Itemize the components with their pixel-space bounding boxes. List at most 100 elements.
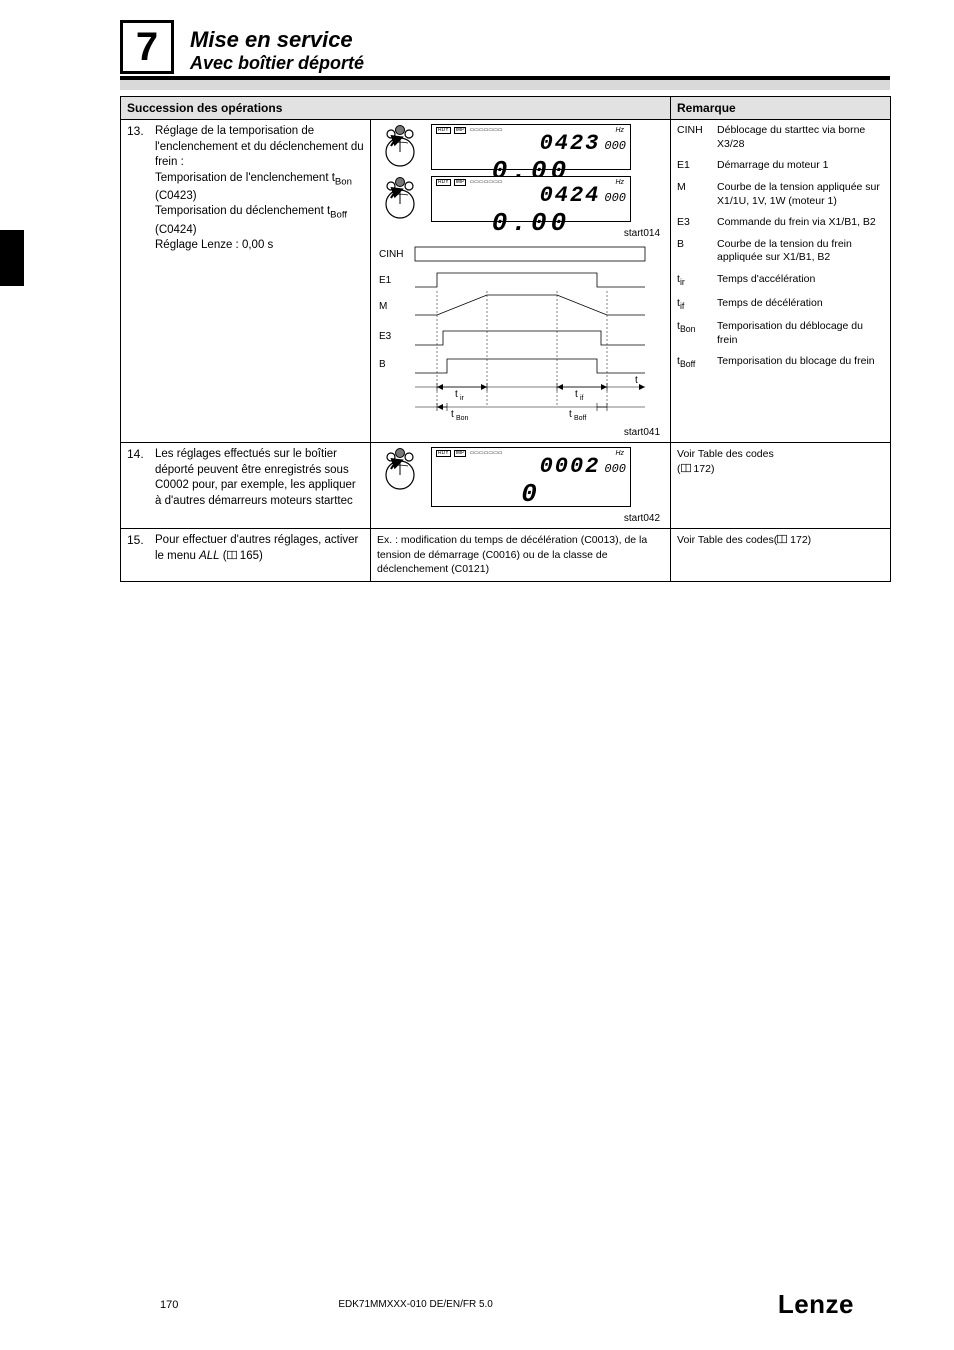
remark-key: E1: [677, 159, 711, 173]
brand-logo: Lenze: [778, 1289, 854, 1320]
page-content: 7 Mise en service Avec boîtier déporté S…: [120, 20, 890, 582]
lcd-sub: 000: [604, 462, 626, 476]
lcd-row: RDYIMP ▭▭▭▭▭▭▭ Hz 0424 000 0.00: [377, 176, 664, 222]
remark-key: CINH: [677, 124, 711, 151]
header-strip: [120, 80, 890, 90]
remark-key: M: [677, 181, 711, 208]
remark-key: tBon: [677, 320, 711, 347]
step-illustration: RDYIMP ▭▭▭▭▭▭▭ Hz 0423 000 0.00: [371, 120, 671, 443]
step-illustration: Ex. : modification du temps de décélérat…: [371, 529, 671, 582]
lcd-sub: 000: [604, 191, 626, 205]
dial-3: [377, 447, 423, 493]
timing-chart: CINH E1 M E3: [377, 245, 664, 425]
step-remarks: CINHDéblocage du starttec via borne X3/2…: [671, 120, 891, 443]
remark-val: Temporisation du déblocage du frein: [717, 320, 884, 347]
step-line: Temporisation de l'enclenchement t: [155, 172, 335, 184]
step-number: 15.: [127, 533, 149, 564]
hz-label: Hz: [615, 179, 624, 186]
remark-line: Voir Table des codes(: [677, 534, 777, 546]
svg-text:t: t: [455, 389, 458, 400]
remark-val: Temps de décélération: [717, 297, 884, 312]
hz-label: Hz: [615, 127, 624, 134]
svg-text:Boff: Boff: [574, 415, 586, 422]
remark-val: Démarrage du moteur 1: [717, 159, 884, 173]
step-text: Pour effectuer d'autres réglages, active…: [155, 533, 364, 564]
subscript: Boff: [330, 210, 347, 221]
svg-text:CINH: CINH: [379, 249, 403, 260]
svg-text:E1: E1: [379, 275, 392, 286]
step-number: 13.: [127, 124, 149, 254]
svg-text:if: if: [580, 395, 584, 402]
lcd-code: 0002: [540, 454, 601, 479]
lcd-value: 0.00: [436, 208, 626, 238]
hz-label: Hz: [615, 450, 624, 457]
side-tab: [0, 230, 24, 286]
subscript: Bon: [335, 176, 352, 187]
lcd-row: RDYIMP ▭▭▭▭▭▭▭ Hz 0423 000 0.00: [377, 124, 664, 170]
table-row: 14. Les réglages effectués sur le boîtie…: [121, 443, 891, 529]
remark-key: tBoff: [677, 355, 711, 370]
svg-text:t: t: [451, 409, 454, 420]
page-number: 170: [160, 1299, 178, 1311]
svg-text:t: t: [635, 375, 638, 386]
lcd-display-2: RDYIMP ▭▭▭▭▭▭▭ Hz 0424 000 0.00: [431, 176, 631, 222]
step-line: Réglage Lenze : 0,00 s: [155, 239, 273, 251]
step-line: Temporisation du déclenchement t: [155, 205, 330, 217]
menu-name: ALL: [199, 550, 219, 562]
lcd-display-1: RDYIMP ▭▭▭▭▭▭▭ Hz 0423 000 0.00: [431, 124, 631, 170]
table-row: 13. Réglage de la temporisation de l'enc…: [121, 120, 891, 443]
table-header-row: Succession des opérations Remarque: [121, 97, 891, 120]
remark-key: tif: [677, 297, 711, 312]
svg-text:Bon: Bon: [456, 415, 469, 422]
chapter-number: 7: [120, 20, 174, 74]
svg-text:t: t: [575, 389, 578, 400]
svg-text:B: B: [379, 359, 386, 370]
svg-text:M: M: [379, 301, 387, 312]
remark-val: Courbe de la tension du frein appliquée …: [717, 238, 884, 265]
lcd-display-3: RDYIMP ▭▭▭▭▭▭▭ Hz 0002 000 0: [431, 447, 631, 507]
step-line: (C0423): [155, 190, 197, 202]
remark-val: Commande du frein via X1/B1, B2: [717, 216, 884, 230]
remark-val: Temporisation du blocage du frein: [717, 355, 884, 370]
lcd-sub: 000: [604, 139, 626, 153]
figure-caption: start041: [377, 427, 660, 438]
step-remarks: Voir Table des codes( 172): [671, 529, 891, 582]
figure-caption: start042: [377, 513, 660, 524]
remark-line: Voir Table des codes: [677, 448, 774, 460]
svg-text:ir: ir: [460, 395, 465, 402]
remark-val: Temps d'accélération: [717, 273, 884, 288]
page-footer: 170 EDK71MMXXX-010 DE/EN/FR 5.0 Lenze: [0, 1289, 954, 1320]
remark-val: Déblocage du starttec via borne X3/28: [717, 124, 884, 151]
procedure-table: Succession des opérations Remarque 13. R…: [120, 96, 891, 582]
step-line: (C0424): [155, 224, 197, 236]
step-text: Réglage de la temporisation de l'enclenc…: [155, 124, 364, 254]
step-description: 14. Les réglages effectués sur le boîtie…: [121, 443, 371, 529]
step-illustration: RDYIMP ▭▭▭▭▭▭▭ Hz 0002 000 0 start042: [371, 443, 671, 529]
svg-text:E3: E3: [379, 331, 392, 342]
chapter-subtitle: Avec boîtier déporté: [190, 53, 890, 74]
book-ref-icon: [777, 534, 787, 544]
step-remarks: Voir Table des codes ( 172): [671, 443, 891, 529]
chapter-header: 7 Mise en service Avec boîtier déporté: [120, 20, 890, 80]
lcd-code: 0423: [540, 131, 601, 156]
remark-val: Courbe de la tension appliquée sur X1/1U…: [717, 181, 884, 208]
col-header-right: Remarque: [671, 97, 891, 120]
step-line: Réglage de la temporisation de l'enclenc…: [155, 125, 364, 168]
remark-line: 172): [691, 463, 715, 475]
svg-text:t: t: [569, 409, 572, 420]
col-header-left: Succession des opérations: [121, 97, 671, 120]
dial-1: [377, 124, 423, 170]
remark-key: tir: [677, 273, 711, 288]
step-description: 15. Pour effectuer d'autres réglages, ac…: [121, 529, 371, 582]
book-ref-icon: [681, 463, 691, 473]
book-ref-icon: [227, 550, 237, 560]
lcd-code: 0424: [540, 183, 601, 208]
remark-key: B: [677, 238, 711, 265]
lcd-value: 0: [436, 479, 626, 509]
remark-key: E3: [677, 216, 711, 230]
dial-2: [377, 176, 423, 222]
chapter-title: Mise en service: [190, 27, 890, 53]
table-row: 15. Pour effectuer d'autres réglages, ac…: [121, 529, 891, 582]
step-number: 14.: [127, 447, 149, 509]
step-text: Les réglages effectués sur le boîtier dé…: [155, 447, 364, 509]
